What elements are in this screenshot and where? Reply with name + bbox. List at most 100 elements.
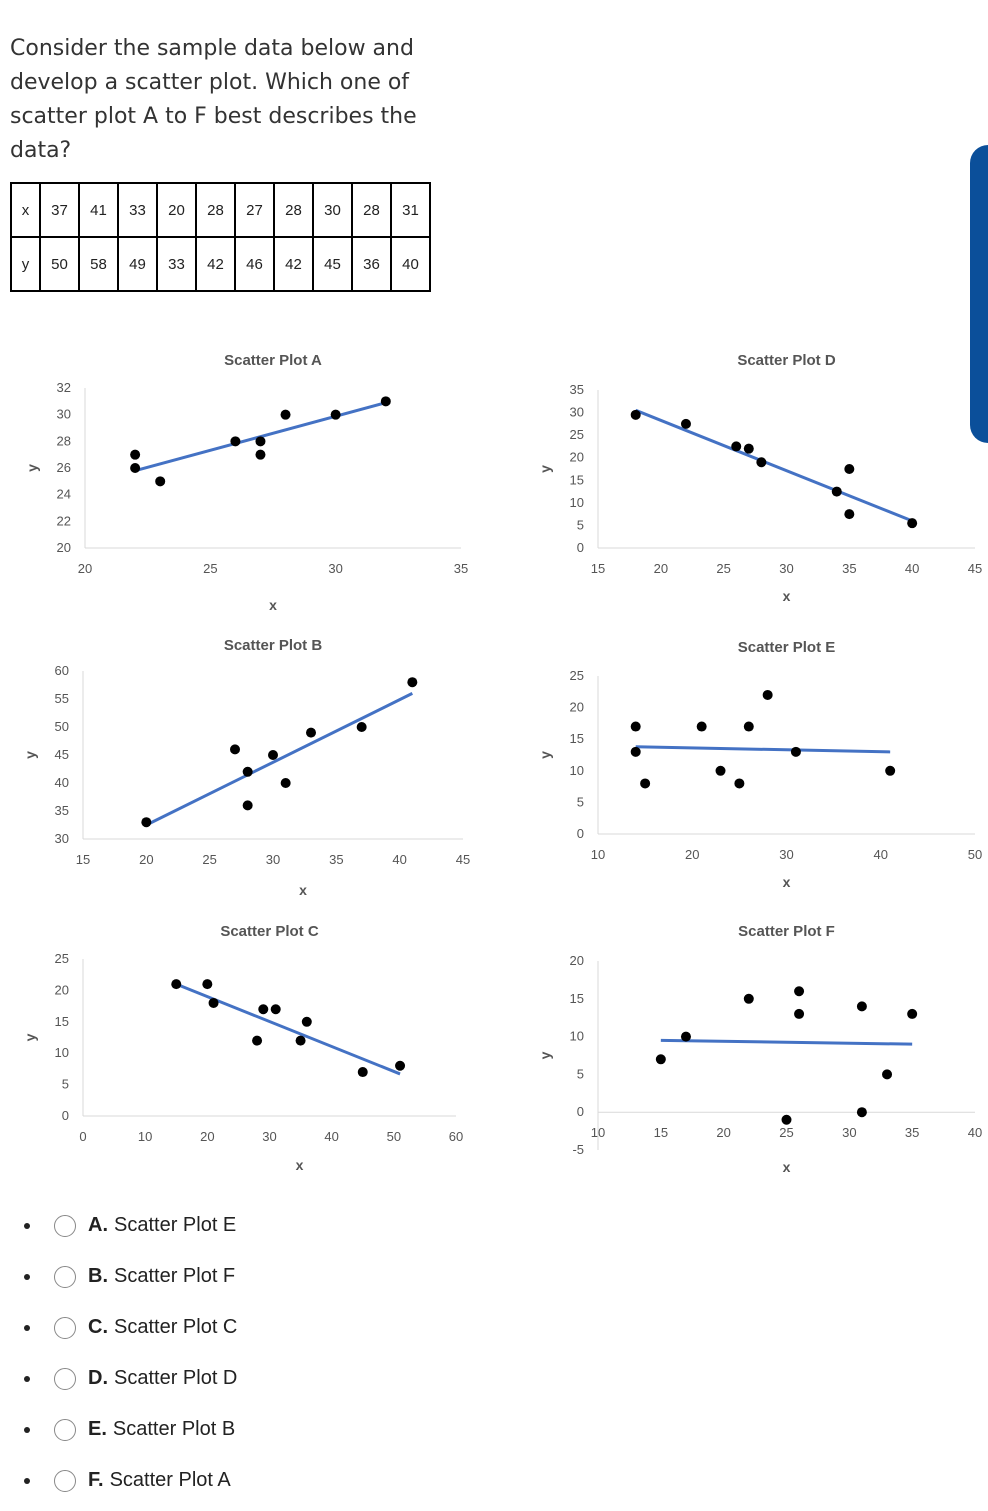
x-tick-label: 20 — [654, 561, 668, 576]
option-label: Scatter Plot B — [112, 1418, 236, 1440]
data-point — [242, 800, 253, 811]
y-axis-label: y — [24, 464, 40, 472]
y-tick-label: 24 — [57, 487, 71, 502]
chart-canvas: Scatter Plot B 15 20 25 30 35 40 45 30 35 40 45 50 55… — [22, 637, 470, 898]
x-tick-label: 20 — [685, 847, 699, 862]
trendline — [635, 745, 891, 754]
data-point — [731, 441, 742, 452]
scatter-plot-c: Scatter Plot C 0 10 20 30 40 50 60 0 5 10 15 20 25 x y — [0, 912, 480, 1182]
table-cell: 33 — [156, 236, 197, 292]
y-tick-label: 10 — [55, 1045, 69, 1060]
y-tick-label: 28 — [57, 433, 71, 448]
table-cell: 28 — [273, 182, 314, 238]
x-tick-label: 40 — [324, 1129, 338, 1144]
radio-button[interactable] — [54, 1418, 76, 1441]
x-tick-label: 35 — [454, 561, 468, 576]
option-letter: B. — [88, 1265, 108, 1287]
data-point — [202, 979, 213, 990]
table-cell: 20 — [156, 182, 197, 238]
radio-button[interactable] — [54, 1367, 76, 1390]
sample-data-table: x 37 41 33 20 28 27 28 30 28 31 y 50 58 … — [10, 182, 431, 292]
y-tick-label: 0 — [577, 826, 584, 841]
chart-canvas: Scatter Plot D 15 20 25 30 35 40 45 0 5 10 15 20 25 30… — [537, 352, 982, 604]
x-tick-label: 10 — [138, 1129, 152, 1144]
y-tick-label: 45 — [55, 747, 69, 762]
chart-title: Scatter Plot F — [738, 923, 835, 940]
data-point — [280, 778, 291, 788]
table-cell: 28 — [351, 182, 392, 238]
answer-option-b[interactable]: B. Scatter Plot F — [18, 1251, 237, 1302]
data-point — [301, 1016, 312, 1027]
x-tick-label: 60 — [449, 1129, 463, 1144]
y-tick-label: 20 — [570, 700, 584, 715]
data-point — [270, 1004, 281, 1015]
data-point — [734, 778, 745, 789]
data-point — [743, 721, 754, 732]
data-point — [856, 1001, 867, 1012]
data-point — [882, 1069, 893, 1080]
x-tick-label: 35 — [905, 1125, 919, 1140]
y-tick-label: 40 — [55, 775, 69, 790]
y-tick-label: 5 — [577, 517, 584, 532]
data-point — [155, 476, 166, 487]
chart-title: Scatter Plot E — [738, 639, 836, 656]
data-point — [630, 746, 641, 757]
x-tick-label: 35 — [329, 852, 343, 867]
y-tick-label: 22 — [57, 513, 71, 528]
table-cell: 46 — [234, 236, 275, 292]
x-tick-label: 30 — [328, 561, 342, 576]
option-letter: D. — [88, 1367, 108, 1389]
option-label: Scatter Plot D — [114, 1367, 238, 1389]
option-label: Scatter Plot A — [109, 1469, 231, 1491]
x-tick-label: 25 — [716, 561, 730, 576]
y-tick-label: 5 — [577, 1066, 584, 1081]
y-axis-label: y — [537, 751, 553, 759]
radio-button[interactable] — [54, 1265, 76, 1288]
table-header-x: x — [10, 182, 41, 238]
x-tick-label: 10 — [591, 847, 605, 862]
radio-button[interactable] — [54, 1469, 76, 1492]
scatter-plot-e: Scatter Plot E 10 20 30 40 50 0 5 10 15 20 25 x y — [530, 628, 988, 898]
x-tick-label: 35 — [842, 561, 856, 576]
data-point — [844, 509, 855, 520]
data-point — [655, 1054, 666, 1065]
radio-button[interactable] — [54, 1316, 76, 1339]
table-cell: 27 — [234, 182, 275, 238]
chart-title: Scatter Plot C — [220, 923, 319, 940]
table-cell: 58 — [78, 236, 119, 292]
table-cell: 40 — [390, 236, 431, 292]
table-cell: 50 — [39, 236, 80, 292]
answer-option-a[interactable]: A. Scatter Plot E — [18, 1200, 237, 1251]
x-tick-label: 0 — [79, 1129, 86, 1144]
option-letter: C. — [88, 1316, 108, 1338]
table-cell: 45 — [312, 236, 353, 292]
answer-option-d[interactable]: D. Scatter Plot D — [18, 1353, 237, 1404]
radio-button[interactable] — [54, 1214, 76, 1237]
option-letter: E. — [88, 1418, 107, 1440]
data-point — [680, 1031, 691, 1042]
data-point — [130, 463, 141, 473]
data-point — [762, 689, 773, 700]
y-tick-label: 55 — [55, 691, 69, 706]
data-point — [208, 997, 219, 1008]
answer-option-f[interactable]: F. Scatter Plot A — [18, 1455, 237, 1506]
scatter-plot-a: Scatter Plot A 20 25 30 35 20 22 24 26 28 30 32 x y — [0, 340, 470, 615]
scatter-plot-b: Scatter Plot B 15 20 25 30 35 40 45 30 35 40 45 50 55… — [0, 625, 480, 900]
answer-option-c[interactable]: C. Scatter Plot C — [18, 1302, 237, 1353]
data-point — [907, 1008, 918, 1019]
y-tick-label: 0 — [62, 1108, 69, 1123]
x-tick-label: 50 — [968, 847, 982, 862]
answer-option-e[interactable]: E. Scatter Plot B — [18, 1404, 237, 1455]
x-tick-label: 10 — [591, 1125, 605, 1140]
y-tick-label: 15 — [570, 472, 584, 487]
x-tick-label: 30 — [266, 852, 280, 867]
x-tick-label: 15 — [591, 561, 605, 576]
data-point — [356, 722, 367, 732]
side-scroll-tab[interactable] — [970, 145, 988, 443]
option-label: Scatter Plot F — [114, 1265, 236, 1287]
data-point — [794, 986, 805, 997]
x-axis-label: x — [296, 1157, 304, 1173]
y-tick-label: 25 — [55, 951, 69, 966]
y-tick-label: 32 — [57, 380, 71, 395]
data-point — [230, 436, 241, 447]
